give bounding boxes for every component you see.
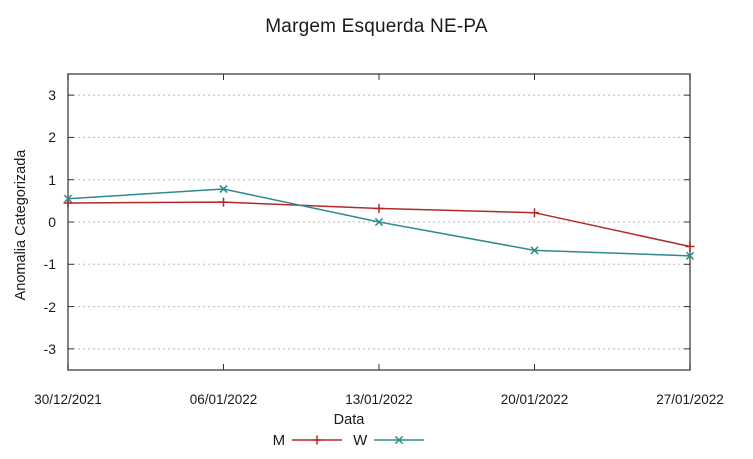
marker-plus <box>63 198 73 208</box>
legend-sample-cross <box>374 435 425 445</box>
y-tick-label: 3 <box>48 87 56 104</box>
x-tick-label: 13/01/2022 <box>345 392 413 407</box>
x-tick-label: 06/01/2022 <box>189 392 258 407</box>
marker-plus <box>530 208 539 218</box>
y-tick-label: 0 <box>48 214 56 230</box>
x-tick-label: 30/12/2021 <box>34 392 102 407</box>
y-tick-label: -1 <box>43 256 56 273</box>
marker-plus <box>374 203 384 213</box>
legend-item-W: W <box>353 432 425 449</box>
y-tick-label: -2 <box>43 298 56 315</box>
x-tick-label: 20/01/2022 <box>500 392 569 407</box>
legend-label: W <box>353 431 368 449</box>
x-tick-label: 27/01/2022 <box>656 392 724 407</box>
legend-sample-plus <box>292 435 343 445</box>
marker-plus <box>219 197 228 207</box>
marker-cross <box>219 184 228 194</box>
marker-cross <box>374 217 384 227</box>
marker-plus <box>685 242 695 252</box>
marker-cross <box>530 246 539 255</box>
y-tick-label: 1 <box>48 171 56 188</box>
y-tick-label: 2 <box>48 129 56 146</box>
legend-marker-cross <box>395 435 404 445</box>
legend-label: M <box>272 431 286 449</box>
y-tick-label: -3 <box>43 340 56 357</box>
legend-marker-plus <box>312 435 322 445</box>
marker-cross <box>63 194 73 203</box>
x-axis-title: Data <box>333 412 365 428</box>
legend-item-M: M <box>273 432 344 449</box>
chart-title: Margem Esquerda NE-PA <box>265 16 488 37</box>
marker-cross <box>685 251 695 260</box>
